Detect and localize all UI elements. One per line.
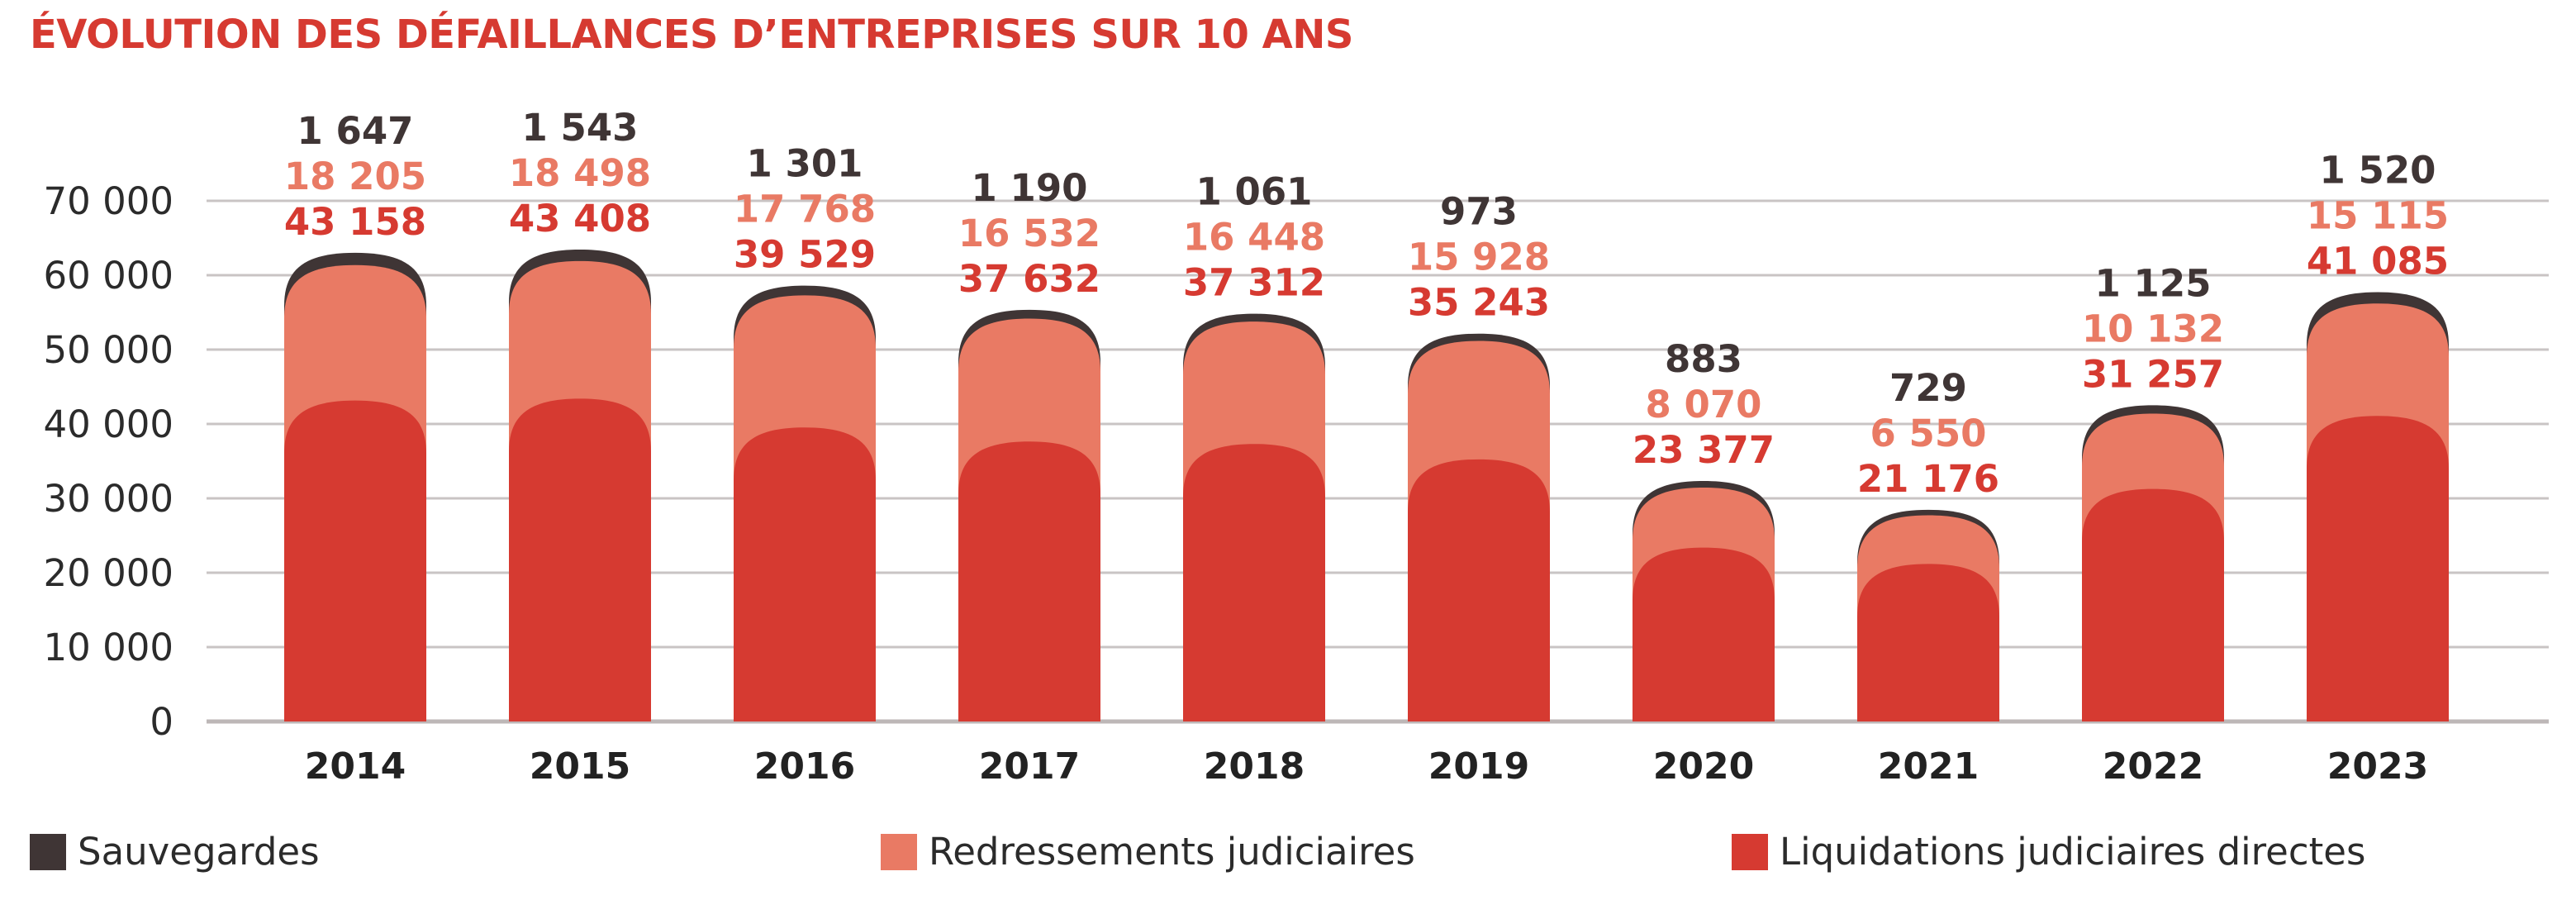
- data-label-liquidations: 21 176: [1857, 457, 1999, 501]
- data-label-liquidations: 43 158: [284, 200, 426, 244]
- x-tick-label: 2015: [530, 745, 630, 788]
- x-tick-label: 2014: [305, 745, 406, 788]
- x-tick-label: 2021: [1878, 745, 1979, 788]
- data-label-redressements: 8 070: [1646, 383, 1762, 426]
- y-tick-label: 40 000: [44, 402, 173, 446]
- data-label-redressements: 6 550: [1870, 412, 1987, 455]
- bar-liquidations: [734, 427, 876, 721]
- data-label-sauvegardes: 1 125: [2095, 261, 2212, 305]
- bar-liquidations: [958, 441, 1100, 721]
- chart-title: ÉVOLUTION DES DÉFAILLANCES D’ENTREPRISES…: [30, 12, 1353, 58]
- x-tick-label: 2018: [1204, 745, 1305, 788]
- y-tick-label: 50 000: [44, 328, 173, 372]
- bar-liquidations: [1183, 444, 1325, 721]
- legend-swatch-liquidations: [1732, 833, 1768, 870]
- data-label-sauvegardes: 1 520: [2320, 149, 2436, 193]
- y-tick-label: 30 000: [44, 477, 173, 521]
- y-tick-label: 0: [150, 700, 173, 744]
- legend-label-sauvegardes: Sauvegardes: [78, 830, 320, 874]
- data-label-liquidations: 23 377: [1633, 428, 1775, 472]
- data-label-sauvegardes: 729: [1889, 366, 1967, 410]
- data-label-redressements: 16 448: [1183, 216, 1325, 260]
- x-tick-label: 2017: [979, 745, 1080, 788]
- y-tick-label: 10 000: [44, 626, 173, 669]
- data-label-liquidations: 43 408: [509, 197, 651, 240]
- data-label-redressements: 17 768: [734, 188, 876, 231]
- legend-item-redressements: Redressements judiciaires: [881, 830, 1415, 874]
- legend-swatch-redressements: [881, 833, 917, 870]
- data-label-liquidations: 37 312: [1183, 261, 1325, 305]
- data-label-sauvegardes: 973: [1440, 190, 1518, 234]
- x-tick-label: 2020: [1653, 745, 1754, 788]
- x-tick-label: 2022: [2103, 745, 2203, 788]
- data-label-sauvegardes: 1 543: [522, 106, 639, 150]
- y-tick-label: 60 000: [44, 254, 173, 298]
- data-label-redressements: 15 928: [1408, 236, 1550, 279]
- x-tick-label: 2016: [754, 745, 855, 788]
- legend-swatch-sauvegardes: [30, 833, 66, 870]
- data-label-sauvegardes: 1 190: [972, 166, 1088, 210]
- legend-label-redressements: Redressements judiciaires: [929, 830, 1415, 874]
- y-tick-label: 20 000: [44, 551, 173, 595]
- data-label-liquidations: 37 632: [958, 257, 1100, 301]
- data-label-liquidations: 31 257: [2082, 352, 2224, 396]
- data-label-redressements: 15 115: [2307, 194, 2449, 238]
- data-label-redressements: 18 205: [284, 155, 426, 198]
- data-label-redressements: 10 132: [2082, 307, 2224, 350]
- bar-liquidations: [509, 398, 651, 721]
- bar-liquidations: [1633, 547, 1775, 721]
- data-label-sauvegardes: 883: [1665, 337, 1742, 381]
- data-label-sauvegardes: 1 647: [297, 109, 414, 153]
- data-label-liquidations: 41 085: [2307, 240, 2449, 283]
- data-label-redressements: 16 532: [958, 212, 1100, 255]
- bar-liquidations: [1408, 459, 1550, 721]
- bar-liquidations: [1857, 564, 1999, 721]
- data-label-sauvegardes: 1 301: [747, 142, 863, 186]
- y-tick-label: 70 000: [44, 179, 173, 223]
- legend-item-liquidations: Liquidations judiciaires directes: [1732, 830, 2365, 874]
- data-label-redressements: 18 498: [509, 151, 651, 195]
- data-label-sauvegardes: 1 061: [1196, 170, 1313, 214]
- bar-liquidations: [2082, 488, 2224, 721]
- data-label-liquidations: 39 529: [734, 233, 876, 277]
- x-tick-label: 2023: [2327, 745, 2428, 788]
- legend-label-liquidations: Liquidations judiciaires directes: [1780, 830, 2366, 874]
- bar-liquidations: [284, 400, 426, 721]
- legend-item-sauvegardes: Sauvegardes: [30, 830, 320, 874]
- data-label-liquidations: 35 243: [1408, 281, 1550, 325]
- bar-liquidations: [2307, 416, 2449, 721]
- x-tick-label: 2019: [1428, 745, 1529, 788]
